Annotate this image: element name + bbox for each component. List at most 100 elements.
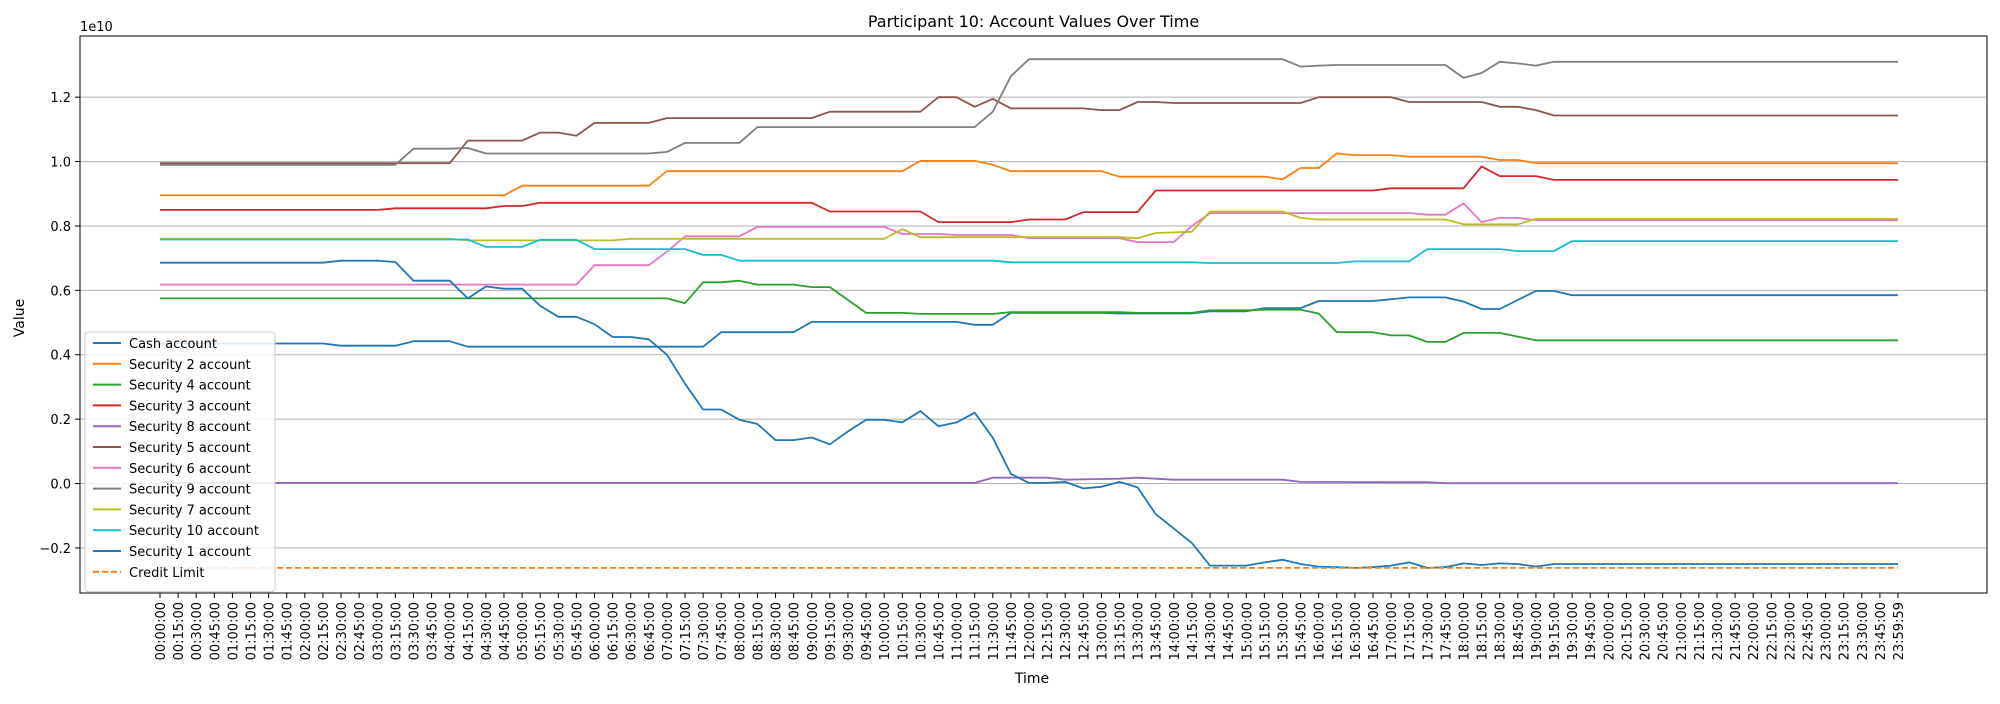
x-tick-label: 01:45:00	[281, 602, 296, 660]
x-tick-label: 12:30:00	[1059, 602, 1074, 660]
x-tick-label: 00:15:00	[172, 602, 187, 660]
x-tick-label: 11:15:00	[969, 602, 984, 660]
x-tick-label: 16:30:00	[1349, 602, 1364, 660]
x-tick-label: 11:00:00	[951, 602, 966, 660]
legend-label: Security 1 account	[129, 545, 251, 560]
x-tick-label: 17:30:00	[1421, 602, 1436, 660]
x-tick-label: 03:15:00	[389, 602, 404, 660]
x-tick-label: 01:00:00	[226, 602, 241, 660]
x-tick-label: 13:45:00	[1150, 602, 1165, 660]
x-tick-label: 09:15:00	[824, 602, 839, 660]
x-tick-label: 12:15:00	[1041, 602, 1056, 660]
legend: Cash account Security 2 account Security 4…	[84, 331, 276, 593]
x-tick-label: 09:00:00	[806, 602, 821, 660]
legend-label: Credit Limit	[129, 566, 204, 581]
y-tick-label: 1.2	[50, 91, 71, 106]
x-tick-label: 14:45:00	[1222, 602, 1237, 660]
x-tick-label: 12:45:00	[1077, 602, 1092, 660]
x-tick-label: 23:30:00	[1856, 602, 1871, 660]
y-axis-offset-label: 1e10	[80, 20, 113, 35]
y-tick-label: 0.6	[50, 284, 71, 299]
x-tick-label: 22:45:00	[1801, 602, 1816, 660]
x-tick-label: 16:15:00	[1331, 602, 1346, 660]
legend-label: Security 8 account	[129, 420, 251, 435]
x-tick-label: 15:00:00	[1240, 602, 1255, 660]
y-tick-label: 0.8	[50, 220, 71, 235]
x-tick-label: 18:15:00	[1476, 602, 1491, 660]
legend-label: Security 9 account	[129, 483, 251, 498]
x-tick-label: 11:30:00	[987, 602, 1002, 660]
x-tick-label: 07:45:00	[715, 602, 730, 660]
x-tick-label: 23:59:59	[1892, 602, 1907, 660]
x-tick-label: 18:30:00	[1494, 602, 1509, 660]
x-tick-label: 05:00:00	[516, 602, 531, 660]
x-tick-label: 05:15:00	[534, 602, 549, 660]
x-tick-label: 19:00:00	[1530, 602, 1545, 660]
x-tick-label: 13:15:00	[1114, 602, 1129, 660]
legend-label: Security 10 account	[129, 524, 259, 539]
x-tick-label: 18:00:00	[1458, 602, 1473, 660]
plot-frame	[79, 35, 1988, 594]
x-tick-label: 07:00:00	[661, 602, 676, 660]
x-tick-label: 15:30:00	[1276, 602, 1291, 660]
series-line-security-10-account	[160, 238, 1898, 264]
x-tick-label: 02:30:00	[335, 602, 350, 660]
x-tick-label: 17:45:00	[1439, 602, 1454, 660]
x-tick-label: 01:15:00	[245, 602, 260, 660]
x-tick-label: 21:15:00	[1693, 602, 1708, 660]
x-tick-label: 03:00:00	[371, 602, 386, 660]
x-tick-label: 23:45:00	[1874, 602, 1889, 660]
series-line-security-1-account	[160, 259, 1898, 569]
x-tick-label: 05:45:00	[570, 602, 585, 660]
x-tick-label: 21:00:00	[1675, 602, 1690, 660]
x-tick-label: 05:30:00	[552, 602, 567, 660]
x-tick-label: 22:15:00	[1765, 602, 1780, 660]
x-tick-label: 07:15:00	[679, 602, 694, 660]
x-tick-label: 06:30:00	[625, 602, 640, 660]
x-tick-label: 10:45:00	[932, 602, 947, 660]
x-tick-label: 10:30:00	[914, 602, 929, 660]
x-tick-label: 00:00:00	[154, 602, 169, 660]
x-tick-label: 16:00:00	[1313, 602, 1328, 660]
x-tick-label: 00:45:00	[208, 602, 223, 660]
x-tick-label: 03:45:00	[426, 602, 441, 660]
series-lines	[160, 58, 1898, 569]
x-tick-label: 20:15:00	[1620, 602, 1635, 660]
x-tick-label: 01:30:00	[263, 602, 278, 660]
legend-label: Cash account	[129, 337, 217, 352]
legend-label: Security 3 account	[129, 399, 251, 414]
x-tick-label: 02:00:00	[299, 602, 314, 660]
x-tick-label: 20:30:00	[1639, 602, 1654, 660]
x-tick-label: 16:45:00	[1367, 602, 1382, 660]
y-axis-ticks: −0.2 0.0 0.2 0.4 0.6 0.8 1.0 1.2	[39, 91, 80, 557]
x-tick-label: 12:00:00	[1023, 602, 1038, 660]
x-tick-label: 19:15:00	[1548, 602, 1563, 660]
x-tick-label: 04:45:00	[498, 602, 513, 660]
series-line-security-4-account	[160, 279, 1898, 343]
x-tick-label: 03:30:00	[407, 602, 422, 660]
series-line-security-5-account	[160, 96, 1898, 165]
x-tick-label: 02:45:00	[353, 602, 368, 660]
y-tick-label: −0.2	[39, 542, 71, 557]
x-tick-label: 13:30:00	[1132, 602, 1147, 660]
y-tick-label: 1.0	[50, 156, 71, 171]
x-tick-label: 22:00:00	[1747, 602, 1762, 660]
x-tick-label: 02:15:00	[317, 602, 332, 660]
x-tick-label: 14:15:00	[1186, 602, 1201, 660]
x-tick-label: 20:00:00	[1602, 602, 1617, 660]
x-tick-label: 21:30:00	[1711, 602, 1726, 660]
x-tick-label: 23:15:00	[1838, 602, 1853, 660]
legend-label: Security 2 account	[129, 358, 251, 373]
series-line-security-6-account	[160, 202, 1898, 286]
x-tick-label: 04:00:00	[444, 602, 459, 660]
x-tick-label: 20:45:00	[1657, 602, 1672, 660]
x-tick-label: 10:00:00	[878, 602, 893, 660]
x-tick-label: 14:30:00	[1204, 602, 1219, 660]
legend-box	[84, 331, 276, 593]
y-tick-label: 0.0	[50, 478, 71, 493]
series-line-security-9-account	[160, 58, 1898, 166]
x-tick-label: 00:30:00	[190, 602, 205, 660]
x-tick-label: 17:15:00	[1403, 602, 1418, 660]
x-tick-label: 17:00:00	[1385, 602, 1400, 660]
